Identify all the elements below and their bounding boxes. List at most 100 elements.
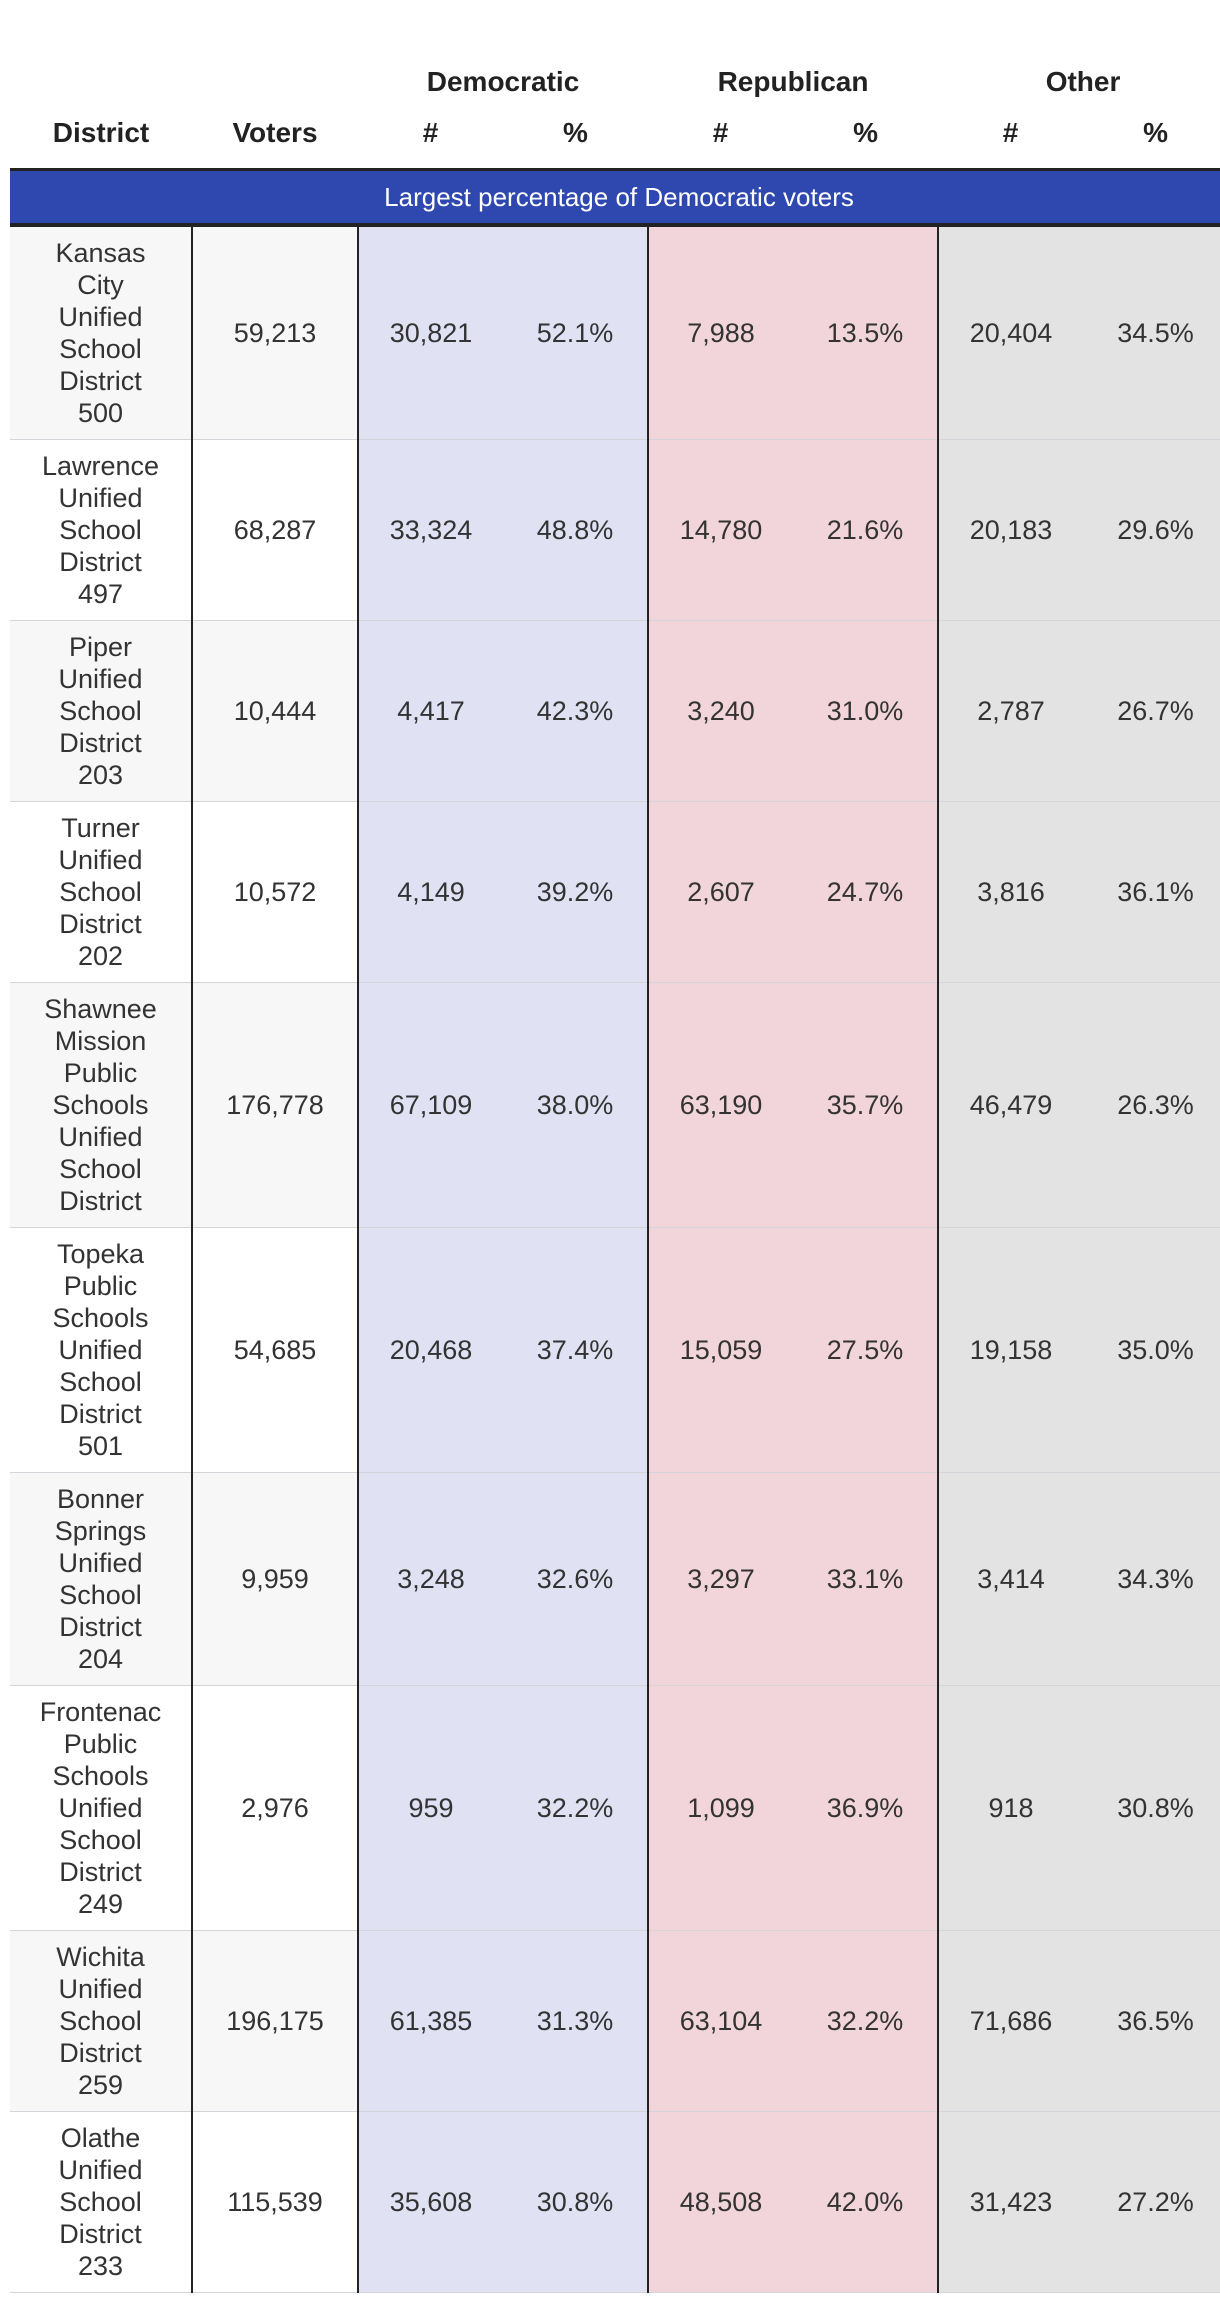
democratic-count-cell: 35,608 — [358, 2111, 503, 2293]
group-header-row: Democratic Republican Other — [10, 0, 1220, 98]
democratic-count-cell: 67,109 — [358, 982, 503, 1228]
democratic-count-cell: 20,468 — [358, 1227, 503, 1473]
sort-banner-row: Largest percentage of Democratic voters — [10, 169, 1220, 227]
voters-cell: 2,976 — [192, 1685, 359, 1931]
democratic-percent-cell: 32.2% — [503, 1685, 650, 1931]
blank-header — [192, 0, 358, 98]
district-name: Bonner Springs Unified School District 2… — [54, 1484, 147, 1674]
republican-percent-cell: 24.7% — [793, 801, 940, 983]
democratic-percent-cell: 38.0% — [503, 982, 650, 1228]
column-header-row: District Voters # % # % # % — [10, 98, 1220, 171]
table-row: Kansas City Unified School District 500 5… — [10, 225, 1220, 440]
other-percent-cell: 36.1% — [1083, 801, 1220, 983]
republican-count-cell: 1,099 — [648, 1685, 794, 1931]
democratic-percent-cell: 48.8% — [503, 439, 650, 621]
district-name: Piper Unified School District 203 — [58, 632, 143, 790]
republican-count-cell: 63,190 — [648, 982, 794, 1228]
republican-count-cell: 3,240 — [648, 620, 794, 802]
district-name: Turner Unified School District 202 — [58, 813, 143, 971]
democratic-count-cell: 3,248 — [358, 1472, 503, 1686]
other-count-cell: 918 — [938, 1685, 1084, 1931]
democratic-percent-header[interactable]: % — [503, 98, 649, 171]
district-cell: Lawrence Unified School District 497 — [10, 439, 193, 621]
democratic-count-cell: 61,385 — [358, 1930, 503, 2112]
other-count-cell: 20,183 — [938, 439, 1084, 621]
other-count-cell: 19,158 — [938, 1227, 1084, 1473]
other-count-cell: 20,404 — [938, 225, 1084, 440]
voters-cell: 10,572 — [192, 801, 359, 983]
democratic-count-cell: 4,417 — [358, 620, 503, 802]
table-row: Wichita Unified School District 259 196,1… — [10, 1930, 1220, 2112]
other-percent-cell: 34.5% — [1083, 225, 1220, 440]
other-count-cell: 3,816 — [938, 801, 1084, 983]
other-percent-cell: 29.6% — [1083, 439, 1220, 621]
district-cell: Piper Unified School District 203 — [10, 620, 193, 802]
other-percent-cell: 30.8% — [1083, 1685, 1220, 1931]
other-count-cell: 46,479 — [938, 982, 1084, 1228]
voter-registration-table: Democratic Republican Other District Vot… — [10, 0, 1220, 2293]
district-name: Wichita Unified School District 259 — [56, 1942, 145, 2100]
voters-cell: 176,778 — [192, 982, 359, 1228]
republican-count-cell: 48,508 — [648, 2111, 794, 2293]
district-cell: Kansas City Unified School District 500 — [10, 225, 193, 440]
other-count-cell: 71,686 — [938, 1930, 1084, 2112]
republican-percent-cell: 13.5% — [793, 225, 940, 440]
republican-percent-cell: 42.0% — [793, 2111, 940, 2293]
republican-percent-header[interactable]: % — [793, 98, 939, 171]
republican-count-cell: 3,297 — [648, 1472, 794, 1686]
table-row: Turner Unified School District 202 10,572… — [10, 801, 1220, 983]
democratic-count-cell: 33,324 — [358, 439, 503, 621]
republican-count-header[interactable]: # — [648, 98, 794, 171]
democratic-count-cell: 4,149 — [358, 801, 503, 983]
democratic-percent-cell: 42.3% — [503, 620, 650, 802]
democratic-percent-cell: 32.6% — [503, 1472, 650, 1686]
district-cell: Bonner Springs Unified School District 2… — [10, 1472, 193, 1686]
other-percent-cell: 36.5% — [1083, 1930, 1220, 2112]
district-cell: Topeka Public Schools Unified School Dis… — [10, 1227, 193, 1473]
democratic-count-header[interactable]: # — [358, 98, 503, 171]
district-name: Kansas City Unified School District 500 — [55, 238, 146, 428]
democratic-percent-cell: 31.3% — [503, 1930, 650, 2112]
other-count-header[interactable]: # — [938, 98, 1084, 171]
voters-cell: 68,287 — [192, 439, 359, 621]
republican-percent-cell: 21.6% — [793, 439, 940, 621]
democratic-percent-cell: 52.1% — [503, 225, 650, 440]
table-row: Topeka Public Schools Unified School Dis… — [10, 1227, 1220, 1473]
district-column-header[interactable]: District — [10, 98, 192, 171]
table-row: Bonner Springs Unified School District 2… — [10, 1472, 1220, 1686]
voters-cell: 54,685 — [192, 1227, 359, 1473]
republican-percent-cell: 33.1% — [793, 1472, 940, 1686]
republican-percent-cell: 32.2% — [793, 1930, 940, 2112]
table-row: Piper Unified School District 203 10,444 4… — [10, 620, 1220, 802]
table-row: Frontenac Public Schools Unified School … — [10, 1685, 1220, 1931]
district-cell: Wichita Unified School District 259 — [10, 1930, 193, 2112]
democratic-percent-cell: 30.8% — [503, 2111, 650, 2293]
republican-count-cell: 15,059 — [648, 1227, 794, 1473]
district-name: Olathe Unified School District 233 — [58, 2123, 143, 2281]
republican-count-cell: 14,780 — [648, 439, 794, 621]
table-row: Lawrence Unified School District 497 68,2… — [10, 439, 1220, 621]
district-cell: Frontenac Public Schools Unified School … — [10, 1685, 193, 1931]
voters-cell: 9,959 — [192, 1472, 359, 1686]
other-percent-header[interactable]: % — [1083, 98, 1220, 171]
district-cell: Shawnee Mission Public Schools Unified S… — [10, 982, 193, 1228]
democratic-percent-cell: 37.4% — [503, 1227, 650, 1473]
sort-banner: Largest percentage of Democratic voters — [10, 169, 1220, 227]
other-percent-cell: 35.0% — [1083, 1227, 1220, 1473]
other-percent-cell: 26.7% — [1083, 620, 1220, 802]
other-group-header: Other — [1045, 66, 1121, 97]
voters-cell: 59,213 — [192, 225, 359, 440]
voters-cell: 115,539 — [192, 2111, 359, 2293]
district-name: Frontenac Public Schools Unified School … — [39, 1697, 162, 1919]
other-count-cell: 31,423 — [938, 2111, 1084, 2293]
democratic-group-header: Democratic — [426, 66, 580, 97]
democratic-percent-cell: 39.2% — [503, 801, 650, 983]
other-percent-cell: 34.3% — [1083, 1472, 1220, 1686]
other-count-cell: 2,787 — [938, 620, 1084, 802]
voters-cell: 196,175 — [192, 1930, 359, 2112]
table-row: Olathe Unified School District 233 115,53… — [10, 2111, 1220, 2293]
democratic-count-cell: 959 — [358, 1685, 503, 1931]
voters-column-header[interactable]: Voters — [192, 98, 358, 171]
district-name: Topeka Public Schools Unified School Dis… — [52, 1239, 149, 1461]
blank-header — [10, 0, 192, 98]
